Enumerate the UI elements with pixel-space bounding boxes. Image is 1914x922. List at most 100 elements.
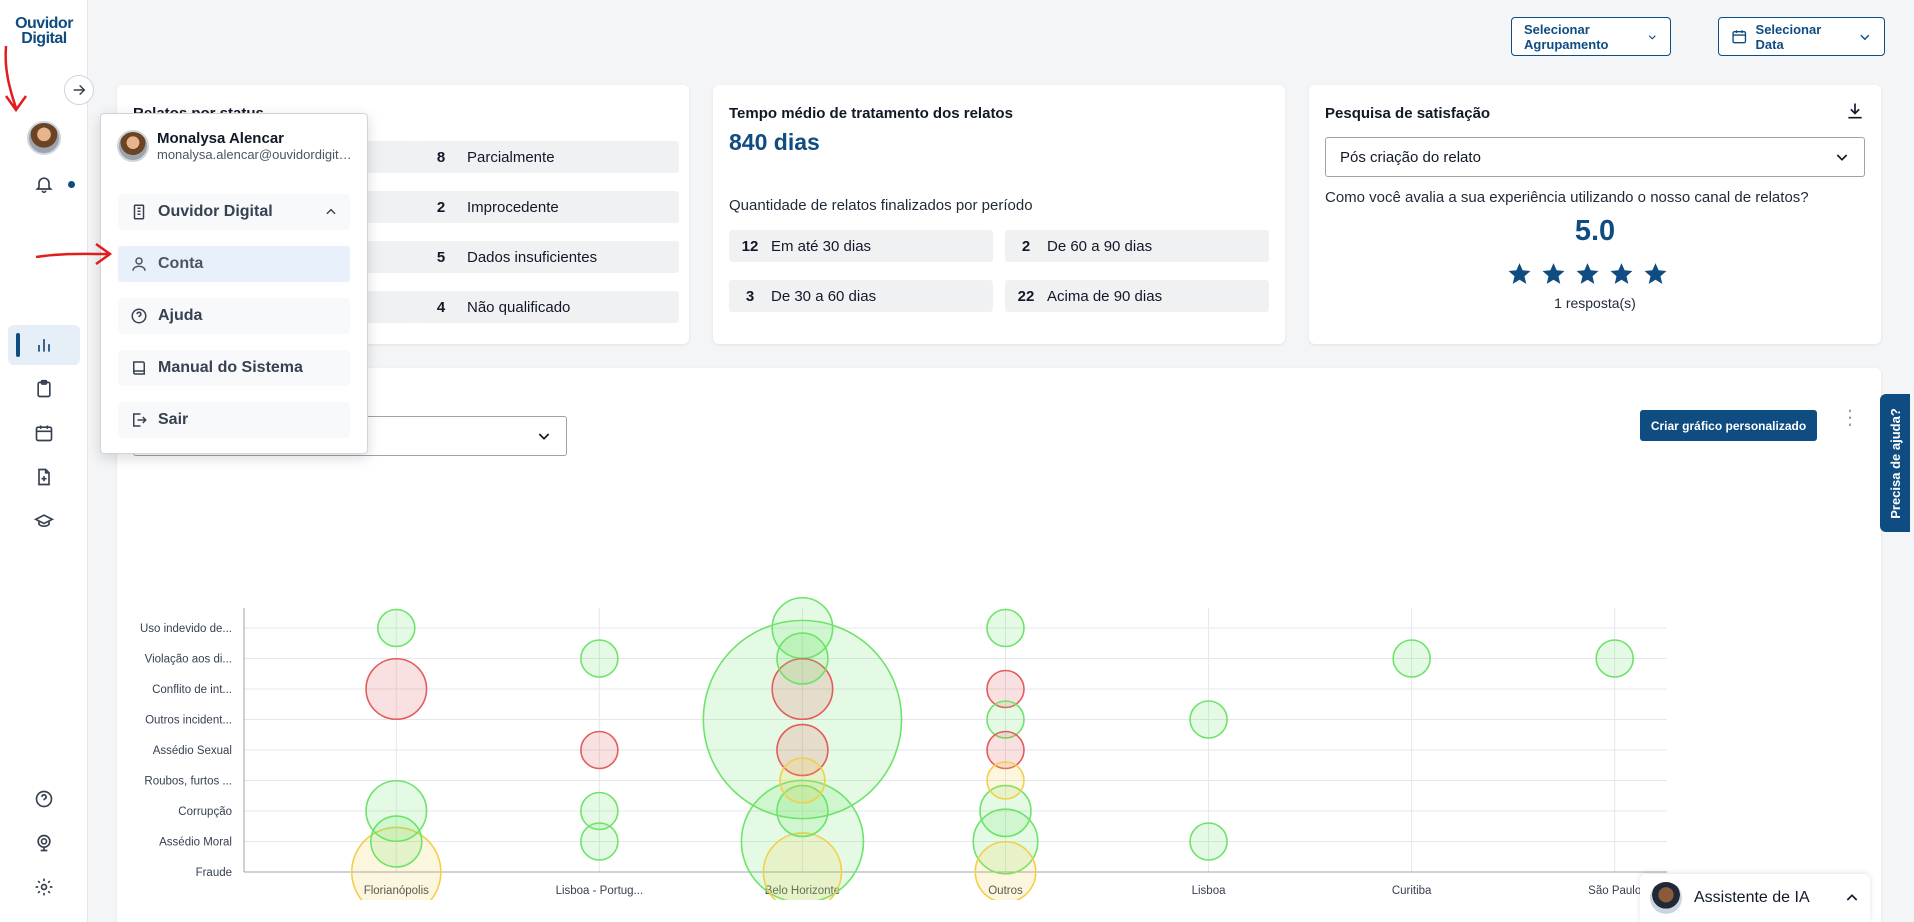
period-pill[interactable]: 12 Em até 30 dias [729, 230, 993, 262]
org-selector[interactable]: Ouvidor Digital [118, 194, 350, 230]
star-icon [1610, 263, 1633, 284]
calendar-icon [1732, 30, 1747, 44]
bell-icon[interactable] [24, 166, 64, 202]
bubble-point[interactable] [974, 840, 1037, 900]
bubble-point[interactable] [776, 632, 829, 685]
download-icon[interactable] [1845, 101, 1865, 121]
graduation-cap-icon [34, 514, 54, 528]
grouping-select-button[interactable]: Selecionar Agrupamento [1511, 17, 1671, 56]
star-icon [1644, 263, 1667, 284]
sidebar-item-dashboard[interactable] [8, 325, 80, 365]
sidebar: Ouvidor Digital [0, 0, 88, 922]
gear-icon [35, 878, 53, 896]
assistant-avatar [1650, 882, 1682, 914]
star-icon [1542, 263, 1565, 284]
survey-select-value: Pós criação do relato [1340, 148, 1481, 166]
bubble-point[interactable] [1595, 639, 1634, 678]
menu-item-account[interactable]: Conta [118, 246, 350, 282]
bubble-point[interactable] [365, 779, 428, 843]
bubble-point[interactable] [1189, 822, 1228, 861]
bubble-point[interactable] [762, 832, 843, 900]
sidebar-item-new-file[interactable] [24, 459, 64, 495]
ai-assistant-widget[interactable]: Assistente de IA [1640, 874, 1870, 922]
logout-icon [133, 413, 147, 427]
sidebar-item-settings[interactable] [24, 869, 64, 905]
bubble-point[interactable] [580, 730, 619, 770]
bubble-point[interactable] [979, 784, 1032, 838]
survey-select[interactable]: Pós criação do relato [1325, 137, 1865, 177]
x-tick-label: Lisboa - Portug... [556, 885, 644, 897]
chevron-down-icon [538, 433, 550, 440]
status-pill[interactable]: 5 Dados insuficientes [415, 241, 679, 273]
notification-dot [68, 181, 75, 188]
survey-score: 5.0 [1574, 215, 1616, 247]
bubble-point[interactable] [779, 757, 826, 804]
org-name: Ouvidor Digital [158, 203, 273, 220]
date-label: Selecionar Data [1755, 21, 1822, 52]
bubble-point[interactable] [1189, 700, 1228, 739]
sidebar-item-help[interactable] [24, 781, 64, 817]
brand-logo[interactable]: Ouvidor Digital [14, 16, 74, 47]
sidebar-item-calendar[interactable] [24, 415, 64, 451]
y-tick-label: Roubos, furtos ... [144, 776, 232, 788]
bubble-point[interactable] [376, 608, 416, 648]
x-tick-label: São Paulo [1588, 885, 1641, 897]
bubble-point[interactable] [986, 700, 1025, 739]
bubble-point[interactable] [370, 815, 423, 868]
bubble-point[interactable] [580, 822, 619, 861]
question-icon [131, 308, 147, 324]
period-pill[interactable]: 22 Acima de 90 dias [1005, 280, 1269, 312]
webcam-icon [37, 834, 51, 852]
menu-item-help[interactable]: Ajuda [118, 298, 350, 334]
status-pill[interactable]: 4 Não qualificado [415, 291, 679, 323]
bubble-point[interactable] [986, 608, 1025, 648]
bubble-point[interactable] [986, 669, 1025, 709]
bubble-point[interactable] [580, 791, 619, 831]
period-pill[interactable]: 3 De 30 a 60 dias [729, 280, 993, 312]
response-count: 1 resposta(s) [1554, 295, 1636, 311]
bubble-point[interactable] [740, 779, 865, 900]
bubble-point[interactable] [580, 639, 619, 678]
date-select-button[interactable]: Selecionar Data [1718, 17, 1885, 56]
bubble-point[interactable] [986, 761, 1025, 800]
create-custom-chart-button[interactable]: Criar gráfico personalizado [1640, 410, 1817, 441]
bubble-point[interactable] [771, 657, 834, 721]
menu-item-manual[interactable]: Manual do Sistema [118, 350, 350, 386]
menu-item-logout[interactable]: Sair [118, 402, 350, 438]
y-tick-label: Corrupção [178, 806, 232, 818]
y-tick-label: Fraude [196, 867, 232, 879]
period-pill[interactable]: 2 De 60 a 90 dias [1005, 230, 1269, 262]
expand-sidebar-button[interactable] [64, 75, 94, 105]
x-tick-label: Lisboa [1192, 885, 1226, 897]
book-icon [133, 361, 145, 375]
bar-chart-icon [38, 339, 50, 352]
bubble-chart: Uso indevido de... Violação aos di... Conf… [140, 596, 1667, 900]
more-options-icon[interactable]: ⋮ [1840, 407, 1860, 429]
y-tick-label: Conflito de int... [152, 684, 232, 696]
finalized-subtitle: Quantidade de relatos finalizados por pe… [729, 197, 1033, 214]
bubble-point[interactable] [350, 826, 442, 900]
status-pill[interactable]: 2 Improcedente [415, 191, 679, 223]
logo-line-2: Digital [21, 30, 67, 47]
status-pill[interactable]: 8 Parcialmente [415, 141, 679, 173]
user-avatar[interactable] [27, 121, 61, 155]
sidebar-item-location[interactable] [24, 825, 64, 861]
sidebar-item-training[interactable] [24, 503, 64, 539]
bubble-point[interactable] [986, 730, 1025, 770]
menu-avatar [117, 130, 149, 162]
clipboard-icon [37, 379, 51, 398]
chevron-down-icon [1836, 154, 1848, 161]
sidebar-item-reports[interactable] [24, 371, 64, 407]
user-icon [132, 257, 146, 271]
help-tab[interactable]: Precisa de ajuda? [1880, 394, 1910, 532]
y-tick-label: Assédio Moral [159, 837, 232, 849]
profile-menu: Monalysa Alencar monalysa.alencar@ouvido… [100, 113, 368, 454]
bubble-point[interactable] [1392, 639, 1431, 678]
grouping-label: Selecionar Agrupamento [1524, 21, 1609, 52]
x-tick-label: Belo Horizonte [765, 885, 840, 897]
star-icon [1576, 263, 1599, 284]
bubble-point[interactable] [365, 657, 428, 721]
x-tick-label: Curitiba [1392, 885, 1432, 897]
chevron-up-icon[interactable] [1844, 890, 1860, 906]
x-tick-label: Florianópolis [364, 885, 429, 897]
